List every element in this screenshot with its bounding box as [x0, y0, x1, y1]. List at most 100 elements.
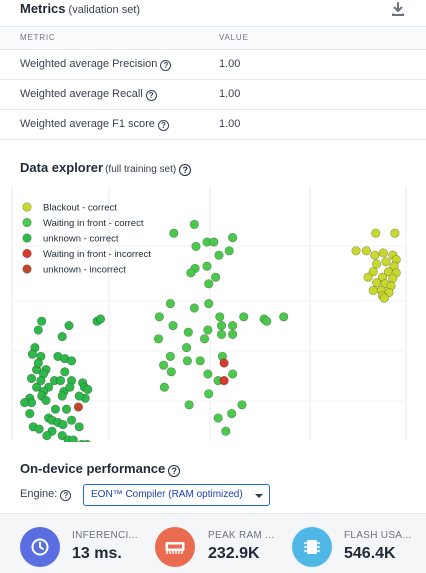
- scatter-point-unknown-correct[interactable]: [33, 325, 43, 335]
- scatter-point-blackout-correct[interactable]: [351, 246, 361, 256]
- scatter-point-waiting-front-correct[interactable]: [211, 272, 221, 282]
- scatter-point-waiting-front-correct[interactable]: [221, 426, 231, 436]
- scatter-point-waiting-front-correct[interactable]: [224, 246, 234, 256]
- scatter-point-waiting-front-correct[interactable]: [228, 329, 238, 339]
- scatter-point-waiting-front-correct[interactable]: [213, 413, 223, 423]
- scatter-point-waiting-front-correct[interactable]: [209, 237, 219, 247]
- scatter-point-unknown-correct[interactable]: [25, 409, 35, 419]
- scatter-point-unknown-correct[interactable]: [50, 404, 61, 414]
- scatter-point-waiting-front-correct[interactable]: [189, 303, 199, 313]
- scatter-point-waiting-front-correct[interactable]: [216, 321, 227, 331]
- scatter-point-waiting-front-correct[interactable]: [153, 334, 164, 344]
- scatter-point-unknown-correct[interactable]: [57, 431, 67, 441]
- engine-select[interactable]: EON™ Compiler (RAM optimized): [83, 484, 270, 506]
- scatter-point-unknown-correct[interactable]: [65, 382, 75, 392]
- help-icon[interactable]: ?: [179, 164, 192, 176]
- scatter-point-unknown-correct[interactable]: [95, 314, 106, 324]
- scatter-point-waiting-front-correct[interactable]: [165, 298, 175, 309]
- scatter-point-unknown-correct[interactable]: [57, 391, 67, 401]
- scatter-point-waiting-front-correct[interactable]: [165, 351, 175, 361]
- scatter-point-waiting-front-correct[interactable]: [166, 367, 176, 377]
- scatter-point-unknown-correct[interactable]: [60, 367, 70, 377]
- scatter-point-unknown-correct[interactable]: [27, 349, 38, 359]
- scatter-point-blackout-correct[interactable]: [372, 278, 382, 288]
- scatter-point-waiting-front-correct[interactable]: [227, 409, 237, 419]
- scatter-point-unknown-incorrect[interactable]: [73, 402, 83, 412]
- scatter-point-unknown-correct[interactable]: [33, 358, 43, 368]
- scatter-point-waiting-front-correct[interactable]: [216, 329, 227, 339]
- scatter-point-waiting-front-correct[interactable]: [204, 279, 214, 289]
- scatter-point-waiting-front-correct[interactable]: [182, 356, 192, 366]
- scatter-point-unknown-correct[interactable]: [77, 439, 87, 442]
- scatter-point-waiting-front-correct[interactable]: [204, 389, 214, 399]
- scatter-point-waiting-front-correct[interactable]: [191, 241, 201, 252]
- scatter-point-unknown-correct[interactable]: [20, 398, 30, 408]
- help-icon[interactable]: ?: [157, 120, 169, 131]
- scatter-point-waiting-front-incorrect[interactable]: [219, 358, 229, 368]
- scatter-point-waiting-front-correct[interactable]: [228, 321, 238, 331]
- scatter-point-waiting-front-correct[interactable]: [182, 343, 192, 353]
- scatter-point-waiting-front-correct[interactable]: [168, 321, 178, 331]
- scatter-point-unknown-correct[interactable]: [34, 424, 44, 434]
- scatter-point-waiting-front-incorrect[interactable]: [219, 376, 229, 386]
- scatter-point-waiting-front-correct[interactable]: [202, 261, 212, 271]
- scatter-point-unknown-correct[interactable]: [58, 420, 68, 430]
- data-explorer-scatter-plot[interactable]: Blackout - correct Waiting in front - cor…: [0, 186, 426, 442]
- scatter-point-waiting-front-correct[interactable]: [203, 325, 213, 335]
- download-icon[interactable]: [390, 1, 406, 17]
- scatter-point-unknown-correct[interactable]: [82, 439, 92, 442]
- help-icon[interactable]: ?: [160, 60, 172, 71]
- scatter-point-waiting-front-correct[interactable]: [154, 312, 164, 322]
- scatter-point-waiting-front-correct[interactable]: [262, 316, 272, 326]
- scatter-point-blackout-correct[interactable]: [361, 246, 372, 256]
- scatter-point-waiting-front-correct[interactable]: [228, 232, 238, 243]
- scatter-point-unknown-correct[interactable]: [57, 332, 67, 342]
- scatter-point-waiting-front-correct[interactable]: [237, 400, 247, 410]
- scatter-point-waiting-front-correct[interactable]: [189, 219, 199, 230]
- scatter-point-waiting-front-correct[interactable]: [239, 312, 249, 322]
- scatter-point-blackout-correct[interactable]: [378, 248, 389, 258]
- help-icon[interactable]: ?: [168, 465, 181, 477]
- scatter-point-blackout-correct[interactable]: [368, 285, 378, 295]
- scatter-point-unknown-correct[interactable]: [36, 376, 46, 386]
- scatter-point-unknown-correct[interactable]: [68, 435, 78, 442]
- scatter-point-waiting-front-correct[interactable]: [184, 400, 194, 410]
- scatter-point-blackout-correct[interactable]: [371, 228, 381, 238]
- scatter-point-waiting-front-correct[interactable]: [203, 369, 213, 379]
- scatter-point-waiting-front-correct[interactable]: [215, 312, 225, 322]
- scatter-point-unknown-correct[interactable]: [41, 395, 51, 405]
- scatter-point-unknown-correct[interactable]: [64, 321, 74, 331]
- scatter-point-unknown-correct[interactable]: [74, 391, 84, 401]
- scatter-point-waiting-front-correct[interactable]: [186, 268, 196, 278]
- scatter-point-blackout-correct[interactable]: [372, 259, 382, 269]
- scatter-point-unknown-correct[interactable]: [31, 382, 42, 392]
- scatter-point-blackout-correct[interactable]: [388, 273, 398, 283]
- scatter-point-unknown-correct[interactable]: [55, 376, 66, 386]
- scatter-point-waiting-front-correct[interactable]: [228, 369, 238, 379]
- scatter-point-blackout-correct[interactable]: [379, 293, 389, 303]
- scatter-point-unknown-correct[interactable]: [66, 415, 77, 425]
- scatter-point-waiting-front-correct[interactable]: [183, 327, 193, 337]
- scatter-point-waiting-front-correct[interactable]: [159, 382, 169, 392]
- scatter-point-waiting-front-correct[interactable]: [279, 312, 289, 322]
- scatter-point-unknown-correct[interactable]: [42, 431, 52, 441]
- scatter-point-unknown-correct[interactable]: [37, 316, 47, 326]
- scatter-point-unknown-correct[interactable]: [61, 404, 72, 414]
- scatter-point-blackout-correct[interactable]: [381, 257, 391, 267]
- scatter-point-unknown-correct[interactable]: [26, 373, 37, 383]
- scatter-point-unknown-correct[interactable]: [74, 422, 84, 432]
- scatter-point-waiting-front-correct[interactable]: [159, 360, 169, 370]
- help-icon[interactable]: ?: [60, 490, 72, 501]
- scatter-point-waiting-front-correct[interactable]: [214, 250, 224, 260]
- scatter-point-blackout-correct[interactable]: [370, 250, 380, 260]
- scatter-point-blackout-correct[interactable]: [363, 272, 373, 282]
- scatter-point-unknown-correct[interactable]: [66, 356, 77, 366]
- scatter-point-waiting-front-correct[interactable]: [195, 356, 205, 366]
- scatter-point-unknown-correct[interactable]: [83, 384, 93, 394]
- scatter-point-waiting-front-correct[interactable]: [169, 228, 179, 238]
- scatter-point-blackout-correct[interactable]: [368, 267, 378, 277]
- scatter-point-waiting-front-correct[interactable]: [204, 298, 214, 309]
- scatter-point-waiting-front-correct[interactable]: [199, 334, 210, 344]
- help-icon[interactable]: ?: [145, 90, 157, 101]
- scatter-point-blackout-correct[interactable]: [390, 228, 400, 238]
